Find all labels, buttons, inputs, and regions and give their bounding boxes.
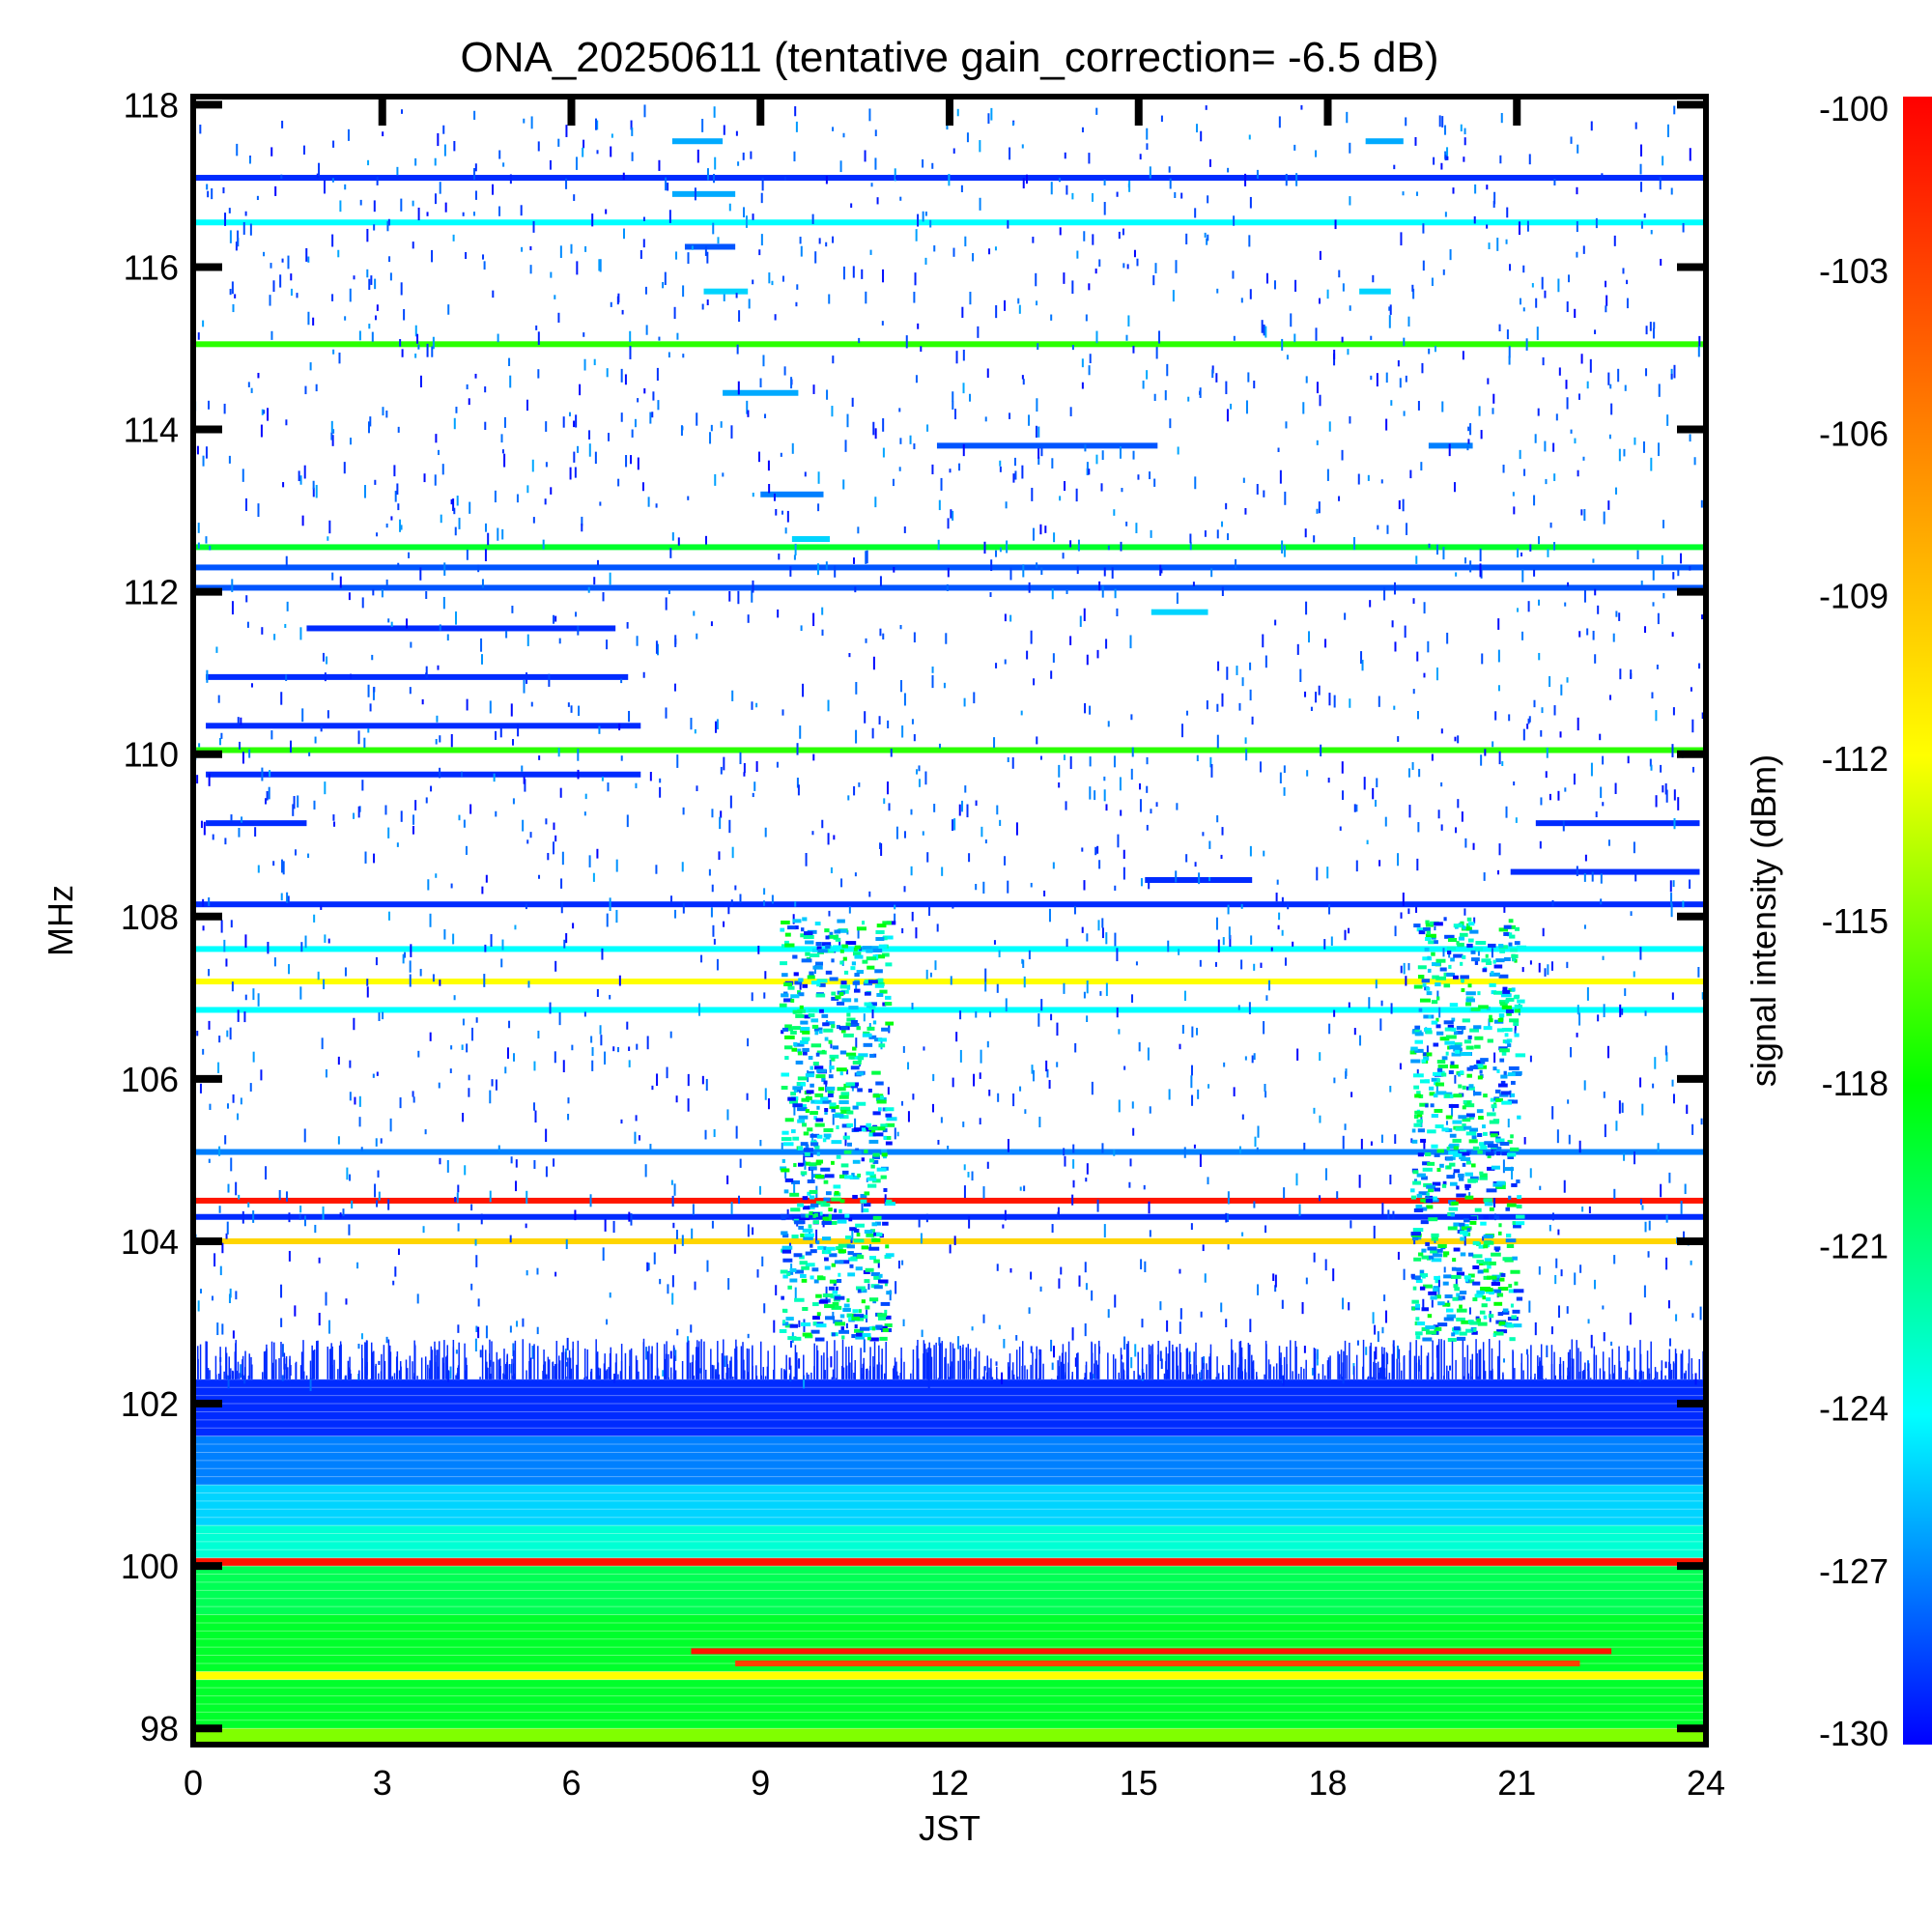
signal-trace bbox=[193, 1197, 1706, 1204]
noise-band bbox=[193, 1566, 1706, 1615]
colorbar bbox=[1903, 97, 1932, 1745]
signal-trace bbox=[735, 1660, 1580, 1666]
noise-band bbox=[193, 1435, 1706, 1486]
colorbar-tick-label: -106 bbox=[1819, 413, 1889, 453]
x-tick-label: 12 bbox=[930, 1763, 969, 1803]
y-tick-label: 104 bbox=[121, 1222, 179, 1262]
x-tick-label: 3 bbox=[373, 1763, 392, 1803]
x-tick-label: 0 bbox=[184, 1763, 203, 1803]
y-tick-label: 110 bbox=[124, 735, 179, 775]
colorbar-label: signal intensity (dBm) bbox=[1744, 754, 1783, 1087]
y-tick-label: 108 bbox=[121, 897, 179, 937]
y-tick-label: 112 bbox=[124, 573, 179, 612]
signal-trace bbox=[723, 389, 799, 396]
signal-trace bbox=[193, 1007, 1706, 1013]
signal-trace bbox=[760, 491, 824, 497]
y-tick-label: 98 bbox=[140, 1709, 179, 1748]
signal-trace bbox=[1510, 868, 1700, 875]
signal-trace bbox=[1359, 288, 1391, 295]
noise-band bbox=[193, 1557, 1706, 1567]
signal-trace bbox=[1151, 609, 1208, 615]
signal-trace bbox=[206, 771, 641, 778]
chart-title: ONA_20250611 (tentative gain_correction=… bbox=[460, 34, 1438, 81]
signal-trace bbox=[193, 979, 1706, 985]
signal-trace bbox=[703, 288, 749, 295]
signal-trace bbox=[193, 584, 1706, 591]
signal-trace bbox=[1365, 138, 1404, 145]
noise-band bbox=[193, 1525, 1706, 1558]
y-axis: 98 100 102 104 106 108 110 112 114 116 118 bbox=[121, 85, 1706, 1748]
y-axis-label: MHz bbox=[41, 885, 80, 956]
signal-trace bbox=[936, 442, 1158, 449]
x-axis-label: JST bbox=[919, 1808, 980, 1848]
signal-trace bbox=[193, 564, 1706, 571]
speckle-layer bbox=[193, 104, 1706, 1392]
signal-trace bbox=[691, 1648, 1612, 1655]
colorbar-tick-label: -124 bbox=[1819, 1389, 1889, 1429]
x-tick-label: 9 bbox=[751, 1763, 770, 1803]
signal-trace bbox=[671, 138, 724, 145]
signal-trace bbox=[193, 544, 1706, 551]
x-tick-label: 6 bbox=[561, 1763, 581, 1803]
colorbar-tick-label: -118 bbox=[1822, 1064, 1889, 1103]
x-axis: 0 3 6 9 12 15 18 21 24 bbox=[184, 97, 1725, 1803]
y-tick-label: 114 bbox=[124, 411, 179, 450]
heatmap-area bbox=[193, 104, 1706, 1745]
colorbar-tick-label: -103 bbox=[1819, 251, 1889, 291]
x-tick-label: 24 bbox=[1687, 1763, 1725, 1803]
signal-trace bbox=[206, 820, 307, 827]
signal-trace bbox=[671, 190, 736, 197]
colorbar-tick-label: -130 bbox=[1819, 1714, 1889, 1753]
noise-band bbox=[193, 1671, 1706, 1680]
noise-stripes bbox=[193, 1378, 1706, 1729]
signal-trace bbox=[193, 1213, 1706, 1220]
noise-band bbox=[193, 1485, 1706, 1526]
signal-trace bbox=[193, 1237, 1706, 1244]
colorbar-tick-label: -127 bbox=[1819, 1551, 1889, 1591]
y-tick-label: 118 bbox=[124, 85, 179, 125]
colorbar-tick-label: -112 bbox=[1822, 739, 1889, 779]
signal-trace bbox=[193, 219, 1706, 226]
y-tick-label: 106 bbox=[121, 1060, 179, 1099]
signal-trace bbox=[1535, 820, 1700, 827]
noise-band bbox=[193, 1679, 1706, 1729]
noise-band bbox=[193, 1378, 1706, 1436]
y-tick-label: 116 bbox=[124, 247, 179, 287]
noise-band bbox=[193, 1728, 1706, 1745]
colorbar-tick-label: -121 bbox=[1819, 1226, 1889, 1265]
signal-trace bbox=[193, 1149, 1706, 1155]
y-tick-label: 100 bbox=[121, 1547, 179, 1586]
signal-trace bbox=[193, 747, 1706, 753]
colorbar-tick-label: -109 bbox=[1819, 577, 1889, 616]
x-tick-label: 15 bbox=[1120, 1763, 1158, 1803]
colorbar-ticks: -100 -103 -106 -109 -112 -115 -118 -121 -124 -127… bbox=[1819, 89, 1889, 1753]
colorbar-tick-label: -115 bbox=[1822, 901, 1889, 941]
signal-trace bbox=[1428, 442, 1473, 449]
signal-trace bbox=[193, 341, 1706, 348]
signal-trace bbox=[306, 625, 616, 632]
signal-trace bbox=[206, 673, 629, 680]
signal-trace bbox=[684, 243, 736, 250]
x-tick-label: 21 bbox=[1497, 1763, 1536, 1803]
signal-trace bbox=[193, 901, 1706, 908]
signal-trace bbox=[193, 946, 1706, 952]
x-tick-label: 18 bbox=[1308, 1763, 1347, 1803]
signal-trace bbox=[791, 536, 831, 543]
y-tick-label: 102 bbox=[121, 1384, 179, 1424]
signal-trace bbox=[206, 723, 641, 729]
colorbar-tick-label: -100 bbox=[1819, 89, 1889, 128]
